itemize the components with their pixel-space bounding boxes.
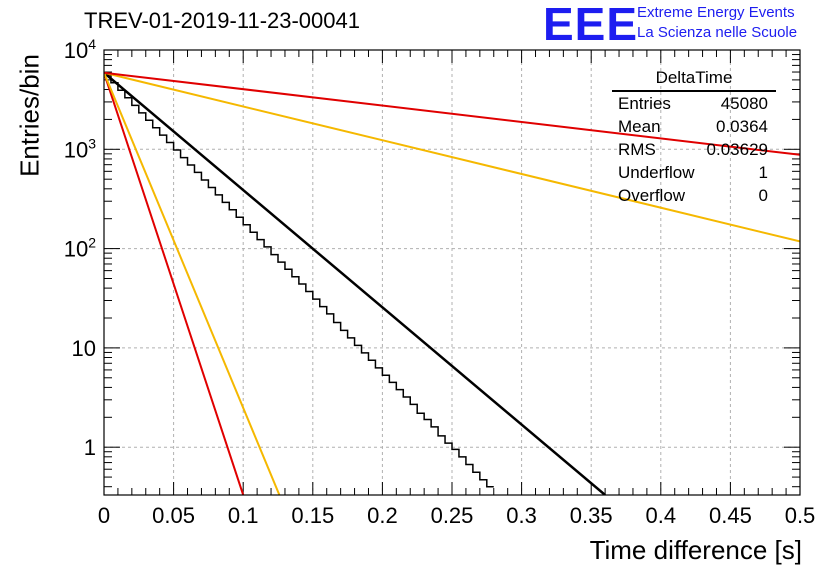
x-tick-label: 0.15 — [291, 503, 334, 528]
stats-label: Overflow — [618, 186, 686, 205]
y-tick-label: 1 — [84, 435, 96, 460]
stats-label: Entries — [618, 94, 671, 113]
histogram-outline — [104, 74, 494, 488]
plot-frame — [103, 49, 801, 496]
stats-row-underflow: Underflow 1 — [612, 163, 776, 186]
x-axis-label: Time difference [s] — [589, 535, 802, 565]
logo-text-line1: Extreme Energy Events — [637, 4, 795, 21]
series-line — [104, 72, 281, 495]
x-tick-label: 0.5 — [785, 503, 816, 528]
stats-row-mean: Mean 0.0364 — [612, 117, 776, 140]
stats-row-overflow: Overflow 0 — [612, 186, 776, 209]
x-tick-label: 0.45 — [709, 503, 752, 528]
stats-value: 0 — [758, 186, 768, 205]
stats-title: DeltaTime — [612, 68, 776, 92]
y-tick-label: 104 — [64, 36, 96, 63]
series-line — [104, 72, 245, 495]
x-tick-label: 0.4 — [646, 503, 677, 528]
series-line — [104, 71, 606, 495]
y-tick-label: 103 — [64, 135, 96, 162]
x-tick-label: 0.05 — [152, 503, 195, 528]
stats-box: DeltaTime Entries 45080 Mean 0.0364 RMS … — [612, 68, 776, 209]
x-tick-label: 0.2 — [367, 503, 398, 528]
x-tick-label: 0.35 — [570, 503, 613, 528]
y-tick-label: 102 — [64, 235, 96, 262]
x-tick-label: 0.3 — [506, 503, 537, 528]
series-line — [104, 71, 800, 156]
run-title: TREV-01-2019-11-23-00041 — [84, 8, 360, 33]
stats-label: RMS — [618, 140, 656, 159]
y-axis-label: Entries/bin — [14, 54, 45, 177]
stats-value: 1 — [758, 163, 768, 182]
x-tick-label: 0 — [98, 503, 110, 528]
x-tick-label: 0.1 — [228, 503, 259, 528]
y-tick-label: 10 — [72, 336, 96, 361]
eee-logo-mark: EEE — [543, 0, 639, 50]
stats-row-rms: RMS 0.03629 — [612, 140, 776, 163]
stats-value: 45080 — [720, 94, 768, 113]
stats-row-entries: Entries 45080 — [612, 94, 776, 117]
stats-value: 0.03629 — [706, 140, 768, 159]
stats-label: Underflow — [618, 163, 695, 182]
series-line — [104, 71, 800, 243]
logo-text-line2: La Scienza nelle Scuole — [637, 24, 798, 41]
x-tick-label: 0.25 — [431, 503, 474, 528]
stats-label: Mean — [618, 117, 661, 136]
stats-value: 0.0364 — [716, 117, 768, 136]
eee-logo: EEE Extreme Energy Events La Scienza nel… — [543, 0, 833, 50]
